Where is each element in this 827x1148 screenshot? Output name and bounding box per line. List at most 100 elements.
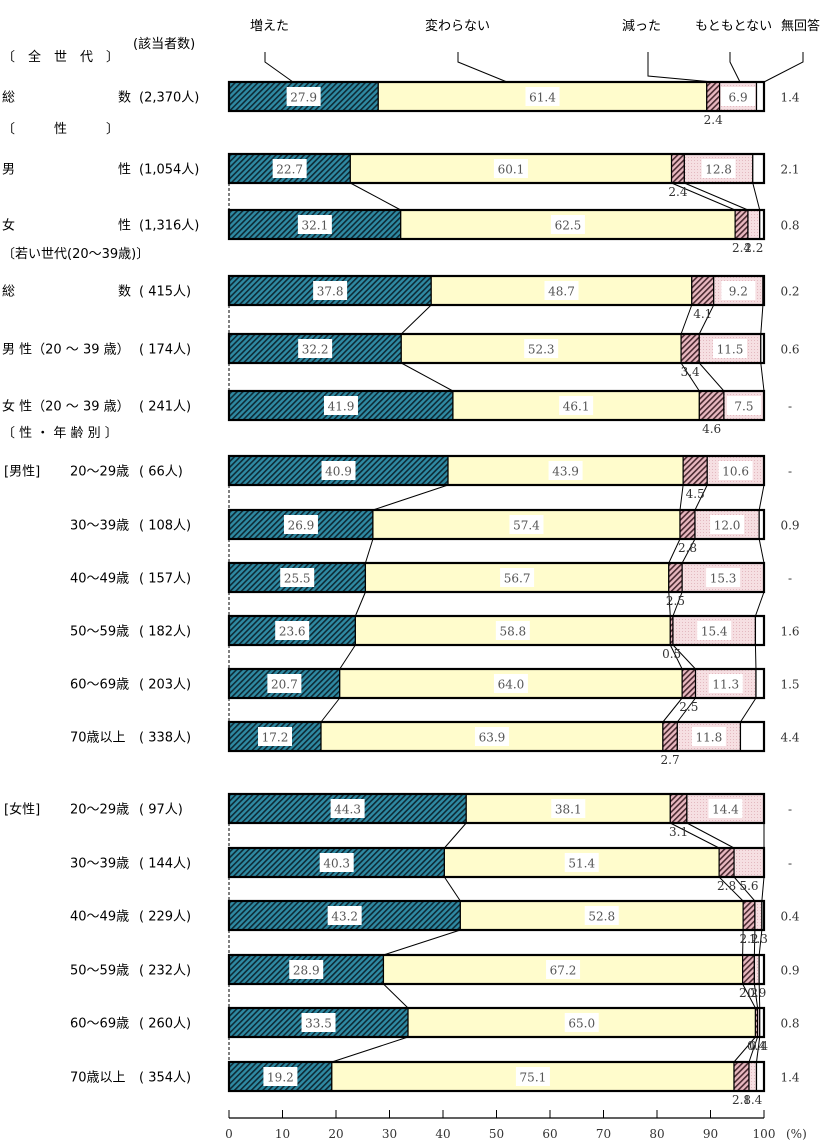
segment-value-outside: 3.4: [681, 365, 700, 379]
no-answer-value: 1.4: [780, 91, 799, 105]
segment-value-outside: 4.1: [693, 307, 712, 321]
row-count: (1,054人): [139, 163, 199, 178]
bar-segment-never_had: [754, 900, 763, 931]
segment-value: 51.4: [568, 857, 595, 871]
no-answer-value: 1.4: [780, 1071, 799, 1085]
row-count: (2,370人): [139, 91, 199, 106]
segment-value: 67.2: [550, 964, 577, 978]
row-count: ( 203人): [139, 678, 191, 693]
bar-segment-decreased: [669, 793, 688, 824]
bars: 27.9 61.4 2.4 6.9 1.4 22.7 60.1 2.4 12.8 2.1 32.1 6…: [227, 80, 800, 1107]
segment-value: 28.9: [293, 964, 320, 978]
segment-value: 11.8: [696, 731, 723, 745]
bar-segment-no_answer: [739, 721, 765, 752]
x-axis-unit: (%): [786, 1127, 807, 1141]
no-answer-value: 0.6: [780, 343, 799, 357]
x-tick-label: 80: [649, 1127, 664, 1141]
row-count: ( 229人): [139, 910, 191, 925]
segment-value: 15.4: [701, 625, 728, 639]
segment-value: 56.7: [504, 572, 531, 586]
segment-value: 15.3: [710, 572, 737, 586]
x-tick-label: 100: [753, 1127, 776, 1141]
row-count: ( 354人): [139, 1071, 191, 1086]
row-label: 60～69歳: [70, 1017, 129, 1032]
bar-segment-decreased: [733, 1061, 750, 1092]
row-label: 男: [2, 163, 15, 178]
row-label-right: 数: [118, 91, 131, 106]
segment-value: 43.9: [552, 465, 579, 479]
no-answer-value: -: [788, 400, 792, 414]
row-count: ( 241人): [139, 400, 191, 415]
segment-value: 38.1: [555, 803, 582, 817]
bar-segment-decreased: [680, 333, 700, 364]
bar-row: 25.5 56.7 2.5 15.3 -: [227, 561, 792, 608]
segment-value: 7.5: [734, 400, 753, 414]
segment-value: 48.7: [548, 285, 575, 299]
bar-row: 17.2 63.9 2.7 11.8 4.4: [227, 720, 800, 767]
legend-unchanged: 変わらない: [425, 18, 490, 34]
segment-value: 62.5: [555, 219, 582, 233]
bar-row: 22.7 60.1 2.4 12.8 2.1: [227, 152, 800, 199]
segment-value: 9.2: [729, 285, 748, 299]
bar-row: 27.9 61.4 2.4 6.9 1.4: [227, 80, 800, 127]
segment-value: 41.9: [328, 400, 355, 414]
segment-value: 52.3: [528, 343, 555, 357]
bar-row: 26.9 57.4 2.8 12.0 0.9: [227, 508, 800, 555]
segment-value: 43.2: [331, 910, 358, 924]
bar-segment-never_had: [748, 1061, 758, 1092]
segment-value: 6.9: [729, 91, 748, 105]
segment-value: 40.9: [325, 465, 352, 479]
segment-value-outside: 1.4: [743, 1093, 762, 1107]
bar-row: 32.2 52.3 3.4 11.5 0.6: [227, 332, 800, 379]
segment-value: 20.7: [271, 678, 298, 692]
x-tick-label: 10: [275, 1127, 290, 1141]
segment-value-outside: 2.7: [661, 753, 680, 767]
row-count: ( 144人): [139, 857, 191, 872]
row-label: 総: [2, 285, 15, 300]
section-header: 〔若い世代(20～39歳)〕: [2, 246, 149, 262]
segment-value: 19.2: [267, 1071, 294, 1085]
no-answer-value: 1.6: [780, 625, 799, 639]
row-count: ( 182人): [139, 625, 191, 640]
segment-value-outside: 2.2: [739, 986, 758, 1000]
bar-segment-no_answer: [755, 81, 765, 112]
segment-value-outside: 0.5: [662, 647, 681, 661]
row-label: 女: [2, 218, 15, 234]
segment-value: 37.8: [317, 285, 344, 299]
segment-value: 33.5: [305, 1017, 332, 1031]
row-label-right: 性: [118, 163, 131, 178]
bar-row: 32.1 62.5 2.42.2 0.8: [227, 208, 800, 255]
x-tick-label: 50: [489, 1127, 504, 1141]
row-label: 総: [2, 91, 15, 106]
segment-value-outside: 2.5: [666, 594, 685, 608]
segment-value-outside: 4.5: [686, 487, 705, 501]
bar-row: 43.2 52.8 2.21.3 0.4: [227, 899, 800, 946]
bar-segment-never_had: [753, 954, 760, 985]
row-count: ( 232人): [139, 964, 191, 979]
row-label: 40～49歳: [70, 572, 129, 587]
segment-value-outside: 2.4: [668, 185, 687, 199]
bar-row: 23.6 58.8 0.5 15.4 1.6: [227, 614, 800, 661]
segment-value: 23.6: [279, 625, 306, 639]
no-answer-value: 0.4: [780, 910, 799, 924]
segment-value: 63.9: [479, 731, 506, 745]
segment-value-outside: 2.5: [679, 700, 698, 714]
row-label: 20～29歳: [70, 465, 129, 480]
bar-row: 41.9 46.1 4.6 7.5 -: [227, 389, 792, 436]
segment-value: 22.7: [276, 163, 303, 177]
legend-increased: 増えた: [250, 19, 289, 34]
row-label: 30～39歳: [70, 857, 129, 872]
row-label: 30～39歳: [70, 519, 129, 534]
segment-value-outside: 2.8: [732, 1093, 751, 1107]
legend-decreased: 減った: [622, 18, 661, 34]
row-label: 男 性（20 ～ 39 歳）: [2, 343, 130, 358]
group-label: [男性]: [4, 465, 40, 480]
segment-value-outside: 2.4: [704, 113, 723, 127]
no-answer-value: 4.4: [780, 731, 799, 745]
bar-segment-decreased: [706, 81, 721, 112]
row-label-right: 性: [118, 219, 131, 234]
legend: 増えた 変わらない 減った もともとない 無回答: [250, 18, 820, 83]
row-labels: (該当者数) 〔 全 世 代 〕〔 性 〕〔若い世代(20～39歳)〕〔 性 ・ …: [2, 36, 199, 1086]
segment-value: 27.9: [290, 91, 317, 105]
row-label: 60～69歳: [70, 678, 129, 693]
